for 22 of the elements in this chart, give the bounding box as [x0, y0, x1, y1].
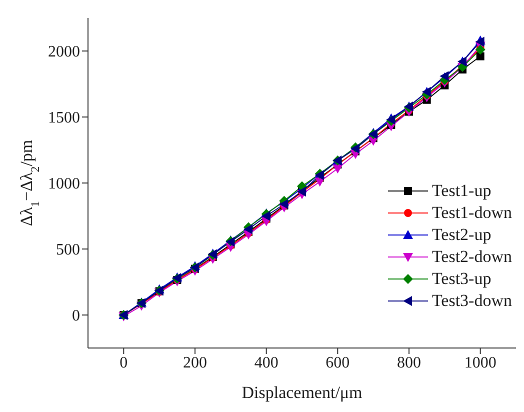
x-axis-title: Displacement/μm	[242, 383, 362, 402]
legend-label: Test3-up	[432, 268, 492, 290]
x-tick-label: 600	[326, 354, 350, 372]
x-tick-label: 200	[183, 354, 207, 372]
legend-label: Test1-down	[432, 202, 512, 224]
y-tick-label: 0	[72, 308, 80, 325]
x-tick-label: 400	[254, 354, 278, 372]
x-tick-label: 1000	[464, 354, 496, 372]
y-tick-label: 500	[56, 242, 80, 259]
y-tick-label: 1000	[48, 176, 80, 193]
legend-label: Test2-up	[432, 224, 492, 246]
legend-label: Test2-down	[432, 246, 512, 268]
x-tick-label: 0	[120, 354, 128, 372]
point	[475, 36, 484, 47]
y-tick-label: 1500	[48, 110, 80, 127]
point	[475, 44, 486, 55]
y-tick-label: 2000	[48, 44, 80, 61]
point	[332, 164, 343, 174]
legend-label: Test3-down	[432, 290, 512, 312]
legend-label: Test1-up	[432, 180, 492, 202]
point	[476, 52, 484, 60]
x-tick-label: 800	[397, 354, 421, 372]
